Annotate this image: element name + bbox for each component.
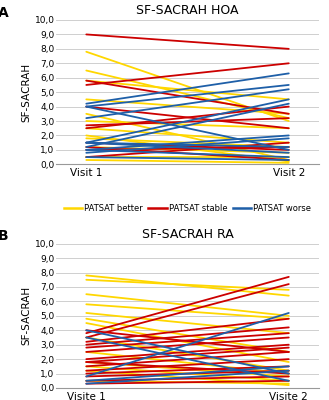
Text: A: A bbox=[0, 6, 9, 20]
Legend: PATSAT better, PATSAT stable, PATSAT worse: PATSAT better, PATSAT stable, PATSAT wor… bbox=[60, 200, 315, 216]
Title: SF-SACRAH HOA: SF-SACRAH HOA bbox=[136, 4, 239, 18]
Text: B: B bbox=[0, 229, 9, 243]
Title: SF-SACRAH RA: SF-SACRAH RA bbox=[142, 228, 233, 241]
Y-axis label: SF-SACRAH: SF-SACRAH bbox=[22, 62, 32, 122]
Y-axis label: SF-SACRAH: SF-SACRAH bbox=[22, 286, 32, 346]
